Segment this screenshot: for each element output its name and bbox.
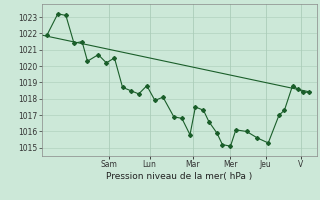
- X-axis label: Pression niveau de la mer( hPa ): Pression niveau de la mer( hPa ): [106, 172, 252, 181]
